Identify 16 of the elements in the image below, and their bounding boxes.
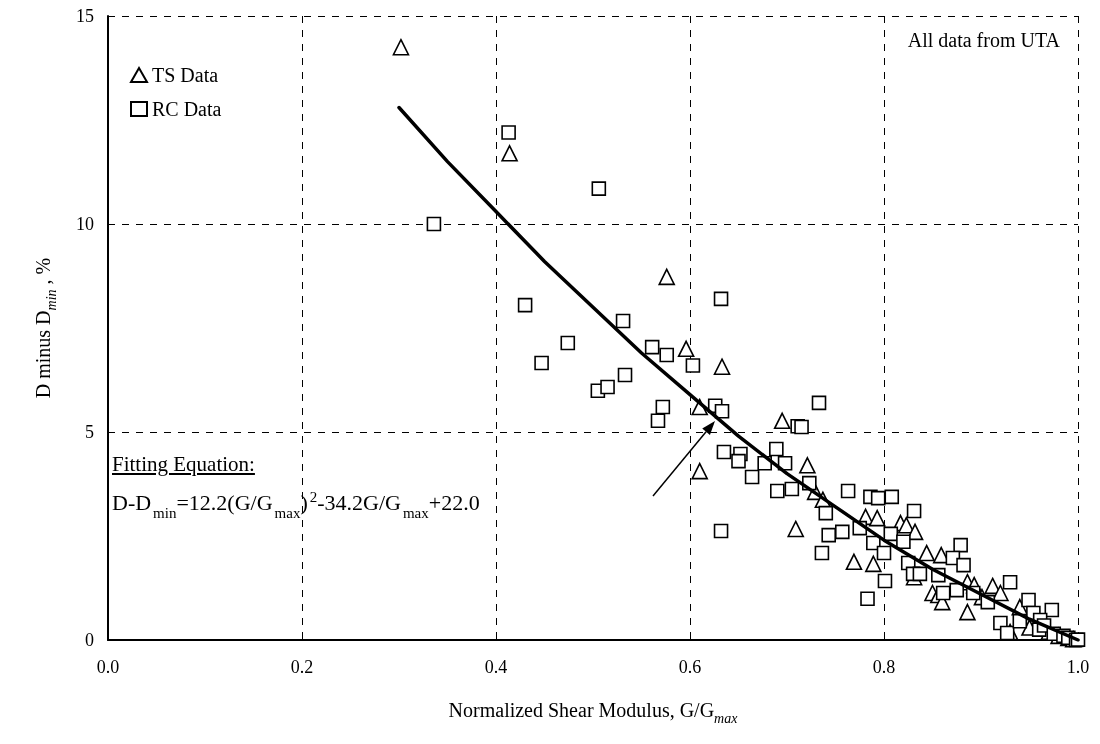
legend-label: TS Data [152,64,219,86]
annotation: Fitting Equation: [112,452,255,477]
x-tick-label: 0.4 [484,657,508,677]
text: D-D$_{min}$=12.2(G/G$_{max}$)$^{2}$-34.2G/G$_{max}$+22.0 [112,489,480,521]
annotation: All data from UTA [907,29,1061,51]
y-tick-label: 5 [85,422,94,442]
x-tick-label: 0.8 [872,657,896,677]
x-tick-label: 1.0 [1066,657,1090,677]
y-tick-label: 10 [76,214,94,234]
x-tick-label: 0.2 [290,657,314,677]
legend-label: RC Data [152,98,222,120]
y-tick-label: 0 [85,630,94,650]
y-tick-label: 15 [76,6,94,26]
y-axis-title: D minus Dmin , % [32,257,59,399]
x-tick-label: 0.6 [678,657,702,677]
x-tick-label: 0.0 [96,657,120,677]
